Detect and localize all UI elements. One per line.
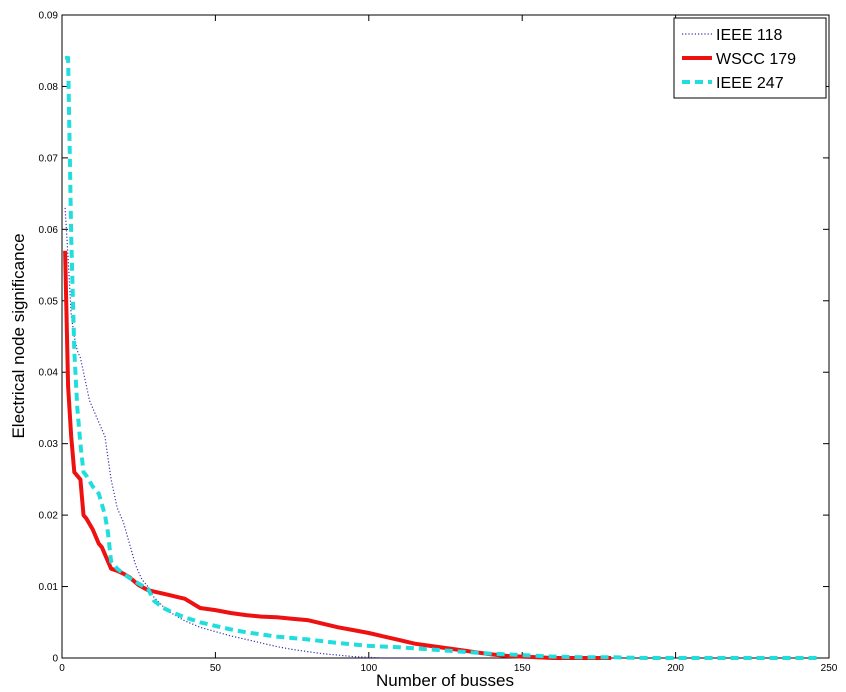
y-tick-label: 0.02 [39,511,59,522]
legend-label-3: IEEE 247 [716,75,784,92]
series-line-2 [63,250,612,660]
plot-area [61,14,830,659]
legend: IEEE 118 WSCC 179 IEEE 247 [673,17,827,99]
y-tick-label: 0.06 [39,225,59,236]
y-tick-label: 0.01 [39,582,59,593]
y-axis-label: Electrical node significance [9,233,28,438]
legend-label-1: IEEE 118 [716,27,783,44]
y-tick-label: 0.05 [39,296,59,307]
x-tick-label: 0 [59,663,65,674]
x-tick-label: 150 [514,663,531,674]
y-tick-label: 0.03 [39,439,59,450]
y-tick-label: 0.09 [39,11,59,22]
axis-ticks: 0 50 100 150 200 250 0 0.01 0.02 0.03 0.04 0.05 0.06… [39,11,838,675]
series-lines [63,55,820,660]
y-tick-label: 0 [52,654,58,665]
legend-label-2: WSCC 179 [716,51,796,68]
y-tick-label: 0.07 [39,153,59,164]
series-line-1 [64,207,424,659]
x-tick-label: 100 [360,663,377,674]
series-line-3 [65,55,820,660]
x-tick-label: 250 [821,663,838,674]
x-axis-label: Number of busses [376,671,514,690]
x-tick-label: 50 [210,663,222,674]
x-tick-label: 200 [667,663,684,674]
y-tick-label: 0.08 [39,82,59,93]
y-tick-label: 0.04 [39,368,59,379]
